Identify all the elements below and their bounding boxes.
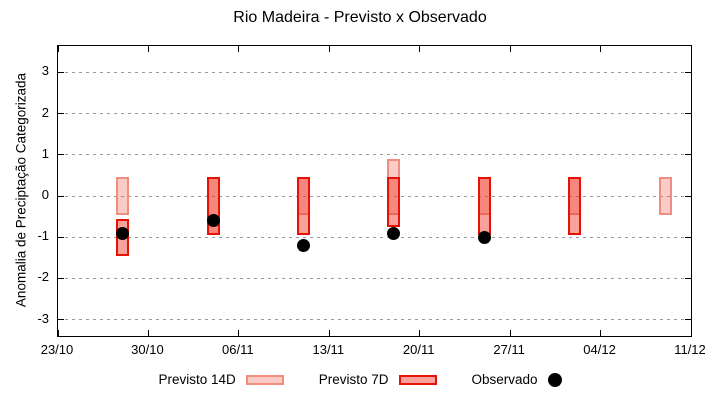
gridline-y-2 — [58, 277, 691, 279]
gridline-y-1 — [58, 236, 691, 238]
observado-dot — [116, 226, 130, 240]
y-tick-right — [685, 113, 691, 115]
y-tick-left — [58, 113, 64, 115]
x-tick-top — [419, 46, 421, 52]
gridline-y3 — [58, 71, 691, 73]
legend-item-observado: Observado — [472, 372, 562, 387]
gridline-y1 — [58, 154, 691, 156]
y-tick-label: -1 — [37, 228, 49, 244]
x-tick-top — [328, 46, 330, 52]
observado-dot — [477, 230, 491, 244]
gridline-y-3 — [58, 319, 691, 320]
x-tick-top — [147, 46, 149, 52]
x-tick-top — [690, 46, 692, 52]
y-tick-left — [58, 154, 64, 156]
x-tick-label: 30/10 — [131, 342, 164, 357]
x-tick-bottom — [509, 330, 511, 336]
x-tick-bottom — [419, 330, 421, 336]
previsto-14d-swatch — [245, 374, 284, 385]
y-tick-label: 2 — [41, 104, 49, 120]
y-tick-left — [58, 236, 64, 238]
previsto-7d-bar — [477, 177, 491, 236]
x-tick-bottom — [57, 330, 59, 336]
y-tick-left — [58, 277, 64, 279]
previsto-14d-bar — [116, 177, 130, 215]
y-tick-label: 0 — [41, 187, 49, 202]
y-tick-left — [58, 71, 64, 73]
plot-area — [57, 45, 692, 337]
y-tick-right — [685, 277, 691, 279]
y-tick-left — [58, 319, 64, 320]
x-tick-top — [238, 46, 240, 52]
y-tick-label: 1 — [41, 145, 49, 161]
y-tick-right — [685, 154, 691, 156]
x-tick-top — [600, 46, 602, 52]
legend: Previsto 14D Previsto 7D Observado — [0, 372, 720, 387]
x-tick-top — [57, 46, 59, 52]
legend-label-previsto-14d: Previsto 14D — [158, 372, 236, 387]
legend-item-previsto-14d: Previsto 14D — [158, 372, 284, 387]
x-tick-label: 27/11 — [493, 342, 525, 357]
observado-legend-dot — [547, 372, 562, 387]
gridline-y2 — [58, 113, 691, 115]
x-tick-top — [509, 46, 511, 52]
x-tick-label: 20/11 — [402, 342, 435, 357]
x-tick-bottom — [147, 330, 149, 336]
x-tick-bottom — [328, 330, 330, 336]
x-tick-label: 23/10 — [40, 342, 74, 357]
y-tick-right — [685, 71, 691, 73]
y-tick-right — [685, 319, 691, 320]
observado-dot — [387, 226, 401, 240]
y-tick-right — [685, 195, 691, 197]
x-tick-label: 13/11 — [312, 342, 345, 357]
y-tick-label: 3 — [41, 63, 49, 79]
previsto-7d-swatch — [398, 374, 437, 385]
y-tick-left — [58, 195, 64, 197]
legend-label-previsto-7d: Previsto 7D — [318, 372, 389, 387]
observado-dot — [206, 214, 220, 228]
x-tick-label: 04/12 — [583, 342, 616, 357]
previsto-7d-bar — [296, 177, 310, 236]
previsto-7d-bar — [568, 177, 582, 236]
legend-item-previsto-7d: Previsto 7D — [319, 372, 437, 387]
legend-label-observado: Observado — [471, 372, 538, 387]
previsto-7d-bar — [387, 177, 401, 227]
x-tick-bottom — [600, 330, 602, 336]
x-tick-label: 11/12 — [674, 342, 706, 357]
x-tick-bottom — [690, 330, 692, 336]
chart-title: Rio Madeira - Previsto x Observado — [233, 9, 487, 26]
x-tick-label: 06/11 — [222, 342, 254, 357]
previsto-14d-bar — [658, 177, 672, 215]
y-tick-label: -3 — [37, 310, 49, 326]
y-tick-right — [685, 236, 691, 238]
observado-dot — [296, 238, 310, 252]
y-tick-label: -2 — [37, 269, 49, 285]
gridline-y0 — [58, 195, 691, 197]
x-tick-bottom — [238, 330, 240, 336]
